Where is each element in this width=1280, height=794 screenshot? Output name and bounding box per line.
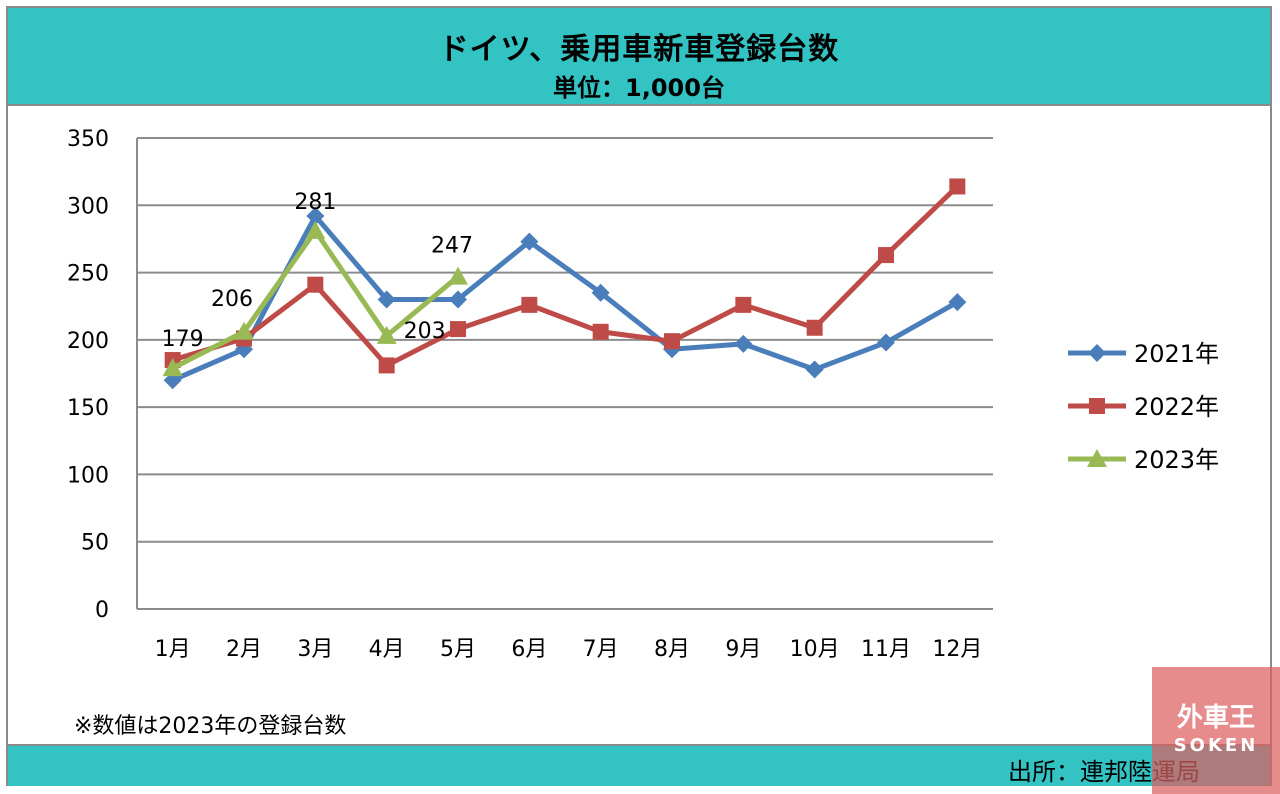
data-label: 179 <box>162 327 204 352</box>
legend-label: 2021年 <box>1134 340 1219 368</box>
x-tick-label: 1月 <box>155 637 191 662</box>
data-label: 281 <box>294 190 336 215</box>
data-point-2023 <box>305 220 326 239</box>
data-point-2022 <box>949 178 966 195</box>
data-point-2021 <box>877 333 895 352</box>
x-tick-label: 2月 <box>226 637 262 662</box>
data-point-2023 <box>234 321 254 340</box>
chart-frame <box>6 6 1272 786</box>
x-tick-label: 8月 <box>654 637 690 662</box>
legend-label: 2022年 <box>1134 393 1219 421</box>
legend-marker <box>1088 344 1106 362</box>
y-tick-label: 250 <box>67 262 109 287</box>
data-point-2021 <box>734 334 753 353</box>
legend-marker <box>1087 449 1107 467</box>
chart-header: ドイツ、乗用車新車登録台数 単位：1,000台 <box>8 8 1270 106</box>
data-point-2023 <box>162 358 183 377</box>
watermark-main-text: 外車王 <box>1176 703 1255 733</box>
x-tick-label: 3月 <box>297 637 333 662</box>
y-tick-label: 150 <box>67 396 109 421</box>
x-tick-label: 6月 <box>511 637 547 662</box>
data-point-2022 <box>735 296 752 313</box>
data-point-2021 <box>449 290 467 309</box>
y-tick-label: 50 <box>81 531 109 556</box>
y-tick-label: 350 <box>67 127 109 152</box>
x-tick-label: 11月 <box>861 637 911 662</box>
x-tick-label: 7月 <box>583 637 619 662</box>
series-line-2021 <box>171 213 959 383</box>
data-point-2021 <box>948 293 967 312</box>
series-line-2022 <box>171 184 960 368</box>
data-point-2021 <box>306 207 325 226</box>
y-tick-label: 300 <box>67 194 109 219</box>
x-tick-label: 4月 <box>369 637 405 662</box>
data-point-2022 <box>378 357 395 374</box>
data-point-2022 <box>307 276 324 293</box>
data-point-2021 <box>591 283 610 302</box>
data-point-2022 <box>450 321 466 338</box>
x-tick-label: 10月 <box>790 637 840 662</box>
brand-watermark-logo: 外車王 SOKEN <box>1152 667 1280 794</box>
data-point-2021 <box>377 290 396 309</box>
data-note: ※数値は2023年の登録台数 <box>74 714 347 739</box>
watermark-sub-text: SOKEN <box>1173 735 1259 756</box>
legend-label: 2023年 <box>1134 446 1219 474</box>
data-point-2023 <box>376 325 397 344</box>
data-label: 203 <box>404 319 446 344</box>
data-label: 206 <box>211 287 253 312</box>
data-point-2022 <box>664 333 680 350</box>
data-point-2021 <box>520 232 539 251</box>
data-point-2022 <box>806 319 823 336</box>
chart-footer: 出所：連邦陸運局 <box>8 744 1270 786</box>
x-tick-label: 5月 <box>440 637 476 662</box>
chart-unit-subtitle: 単位：1,000台 <box>553 74 725 102</box>
data-label: 247 <box>431 234 473 259</box>
x-tick-label: 9月 <box>725 637 761 662</box>
data-point-2022 <box>592 323 609 340</box>
y-tick-label: 100 <box>67 463 109 488</box>
y-tick-label: 0 <box>95 598 109 623</box>
data-point-2021 <box>805 360 824 379</box>
y-tick-label: 200 <box>67 329 109 354</box>
data-point-2022 <box>521 296 538 313</box>
data-point-2022 <box>878 247 894 264</box>
chart-title: ドイツ、乗用車新車登録台数 <box>438 32 840 67</box>
x-tick-label: 12月 <box>932 637 982 662</box>
data-point-2023 <box>448 266 468 285</box>
legend-marker <box>1089 398 1105 414</box>
